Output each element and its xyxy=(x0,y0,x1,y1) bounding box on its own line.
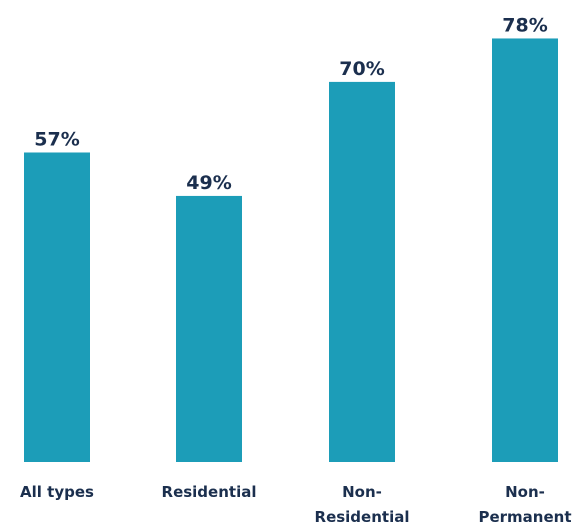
bar-all-types xyxy=(24,152,90,463)
category-label-residential: Residential xyxy=(162,483,257,501)
category-label-all-types: All types xyxy=(20,483,94,501)
category-label-non-permanent: Non- Permanent xyxy=(478,483,571,523)
category-label-line: Residential xyxy=(162,483,257,501)
bar-non-permanent xyxy=(492,38,558,463)
category-label-non-residential: Non- Residential xyxy=(315,483,410,523)
category-label-line: All types xyxy=(20,483,94,501)
bar-non-residential xyxy=(329,81,395,463)
value-labels-group: 57% 49% 70% 78% xyxy=(34,14,547,193)
category-label-line: Non- xyxy=(342,483,382,501)
category-labels-group: All types Residential Non- Residential Non- P… xyxy=(20,483,571,523)
category-label-line: Permanent xyxy=(478,508,571,523)
value-label-non-residential: 70% xyxy=(339,58,384,80)
category-label-line: Non- xyxy=(505,483,545,501)
value-label-non-permanent: 78% xyxy=(502,14,547,36)
category-label-line: Residential xyxy=(315,508,410,523)
bar-residential xyxy=(176,195,242,462)
bars-group xyxy=(24,38,558,463)
value-label-all-types: 57% xyxy=(34,128,79,150)
value-label-residential: 49% xyxy=(186,172,231,194)
